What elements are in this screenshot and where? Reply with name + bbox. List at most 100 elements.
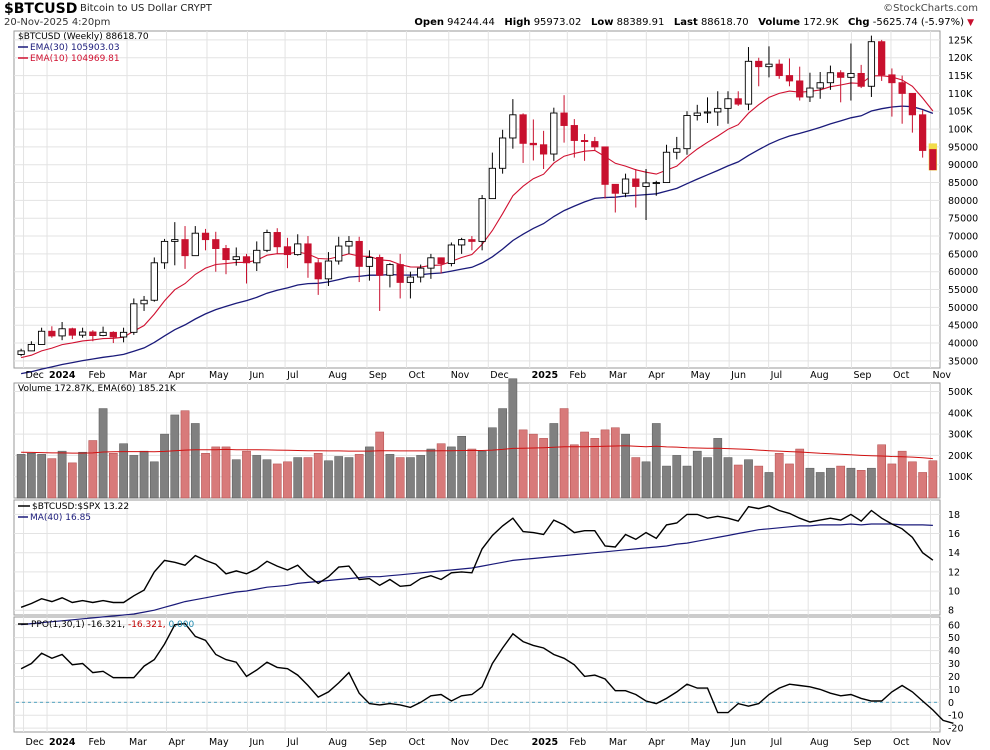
ppo-y-tick-label: 40 xyxy=(948,646,960,657)
volume-bar xyxy=(826,467,835,499)
ppo-x-tick-label: Oct xyxy=(408,737,425,748)
price-x-tick-label: Sep xyxy=(369,370,387,381)
candle-body xyxy=(488,167,496,200)
candle-body xyxy=(324,260,333,280)
candle-body xyxy=(447,244,456,264)
ppo-hist-value: 0.000 xyxy=(168,620,194,630)
ppo-x-tick-label: 2025 xyxy=(532,737,558,748)
price-y-tick-label: 70000 xyxy=(948,232,978,243)
candle-body xyxy=(140,299,148,305)
ppo-y-tick-label: 50 xyxy=(948,633,960,644)
candle-body xyxy=(816,82,824,89)
ppo-y-tick-label: 0 xyxy=(948,698,954,709)
volume-bar xyxy=(733,464,743,499)
volume-ema-line xyxy=(21,445,933,460)
candle-body xyxy=(201,232,210,241)
price-x-tick-label: Nov xyxy=(932,370,951,381)
price-y-tick-label: 110K xyxy=(948,89,973,100)
ppo-x-tick-label: 2024 xyxy=(49,737,76,748)
candle-body xyxy=(345,240,353,247)
volume-bar xyxy=(416,455,426,499)
candle-body xyxy=(181,239,189,257)
ppo-signal-value: -16.321, xyxy=(128,620,166,630)
candle-body xyxy=(919,114,927,151)
candle-body xyxy=(283,246,292,256)
volume-bar xyxy=(477,450,487,499)
volume-bar xyxy=(344,457,354,499)
volume-bar xyxy=(242,450,251,499)
ppo-x-tick-label: Sep xyxy=(853,737,871,748)
volume-bar xyxy=(37,454,46,499)
candle-body xyxy=(580,140,589,143)
volume-bar xyxy=(447,446,456,499)
volume-bar xyxy=(805,467,815,499)
candle-body xyxy=(17,350,25,355)
chart-header: $BTCUSD Bitcoin to US Dollar CRYPT 20-No… xyxy=(0,0,990,30)
ppo-y-tick-label: 30 xyxy=(948,659,960,670)
ratio-y-tick-label: 12 xyxy=(948,567,960,578)
candle-body xyxy=(78,331,87,336)
volume-bar xyxy=(272,463,282,499)
price-x-tick-label: Oct xyxy=(893,370,910,381)
volume-bar xyxy=(57,450,67,499)
volume-label: Volume xyxy=(758,17,801,28)
chg-value: -5625.74 (-5.97%) xyxy=(872,17,965,28)
volume-bar xyxy=(918,472,927,499)
candle-body xyxy=(304,243,312,264)
brand-logo[interactable]: ©StockCharts.com xyxy=(883,3,978,14)
volume-bar xyxy=(375,431,385,499)
price-x-tick-label: 2024 xyxy=(49,370,76,381)
volume-y-tick-label: 500K xyxy=(948,387,973,398)
volume-bar xyxy=(559,408,569,499)
candle-body xyxy=(857,72,865,87)
volume-bar xyxy=(662,465,671,499)
last-value: 88618.70 xyxy=(700,17,749,28)
description-text: Bitcoin to US Dollar xyxy=(80,3,178,14)
price-x-tick-label: Mar xyxy=(609,370,627,381)
copyright-symbol: © xyxy=(883,3,894,14)
price-y-tick-label: 35000 xyxy=(948,356,978,367)
volume-bar xyxy=(293,457,303,499)
candle-body xyxy=(58,328,66,337)
volume-y-tick-label: 300K xyxy=(948,430,973,441)
candle-body xyxy=(693,112,701,116)
candle-body xyxy=(68,328,76,336)
ppo-legend-label: PPO(1,30,1) xyxy=(31,620,85,630)
ppo-x-tick-label: May xyxy=(209,737,229,748)
candle-body xyxy=(376,256,384,276)
volume-bar xyxy=(313,453,323,499)
candle-body xyxy=(119,331,128,338)
ppo-x-tick-label: Feb xyxy=(569,737,586,748)
volume-bar xyxy=(908,461,917,499)
ratio-y-tick-label: 18 xyxy=(948,510,960,521)
price-y-tick-label: 115K xyxy=(948,71,973,82)
volume-bar xyxy=(877,444,887,499)
candle-body xyxy=(406,276,415,283)
volume-bar xyxy=(764,472,774,499)
price-y-tick-label: 50000 xyxy=(948,303,978,314)
exchange-text: CRYPT xyxy=(180,3,212,14)
volume-bar xyxy=(149,461,159,499)
candle-body xyxy=(48,330,56,337)
volume-bar xyxy=(98,408,108,499)
volume-bar xyxy=(108,453,118,499)
ppo-x-tick-label: Jun xyxy=(730,737,746,748)
volume-bar xyxy=(365,446,374,499)
candle-body xyxy=(232,256,240,261)
ppo-x-tick-label: Aug xyxy=(328,737,347,748)
volume-bar xyxy=(774,453,784,499)
candle-body xyxy=(396,264,404,283)
candle-body xyxy=(785,75,794,82)
candle-body xyxy=(130,303,138,333)
ma40-line xyxy=(21,523,933,626)
ema10-line xyxy=(20,75,934,359)
volume-bar xyxy=(672,455,682,499)
candle-body xyxy=(365,256,374,267)
candle-body xyxy=(160,240,169,264)
price-y-tick-label: 120K xyxy=(948,53,973,64)
volume-bar xyxy=(252,455,262,499)
volume-bar xyxy=(78,451,87,499)
ppo-x-tick-label: Oct xyxy=(893,737,910,748)
volume-bar xyxy=(170,414,180,499)
volume-bar xyxy=(692,450,702,499)
